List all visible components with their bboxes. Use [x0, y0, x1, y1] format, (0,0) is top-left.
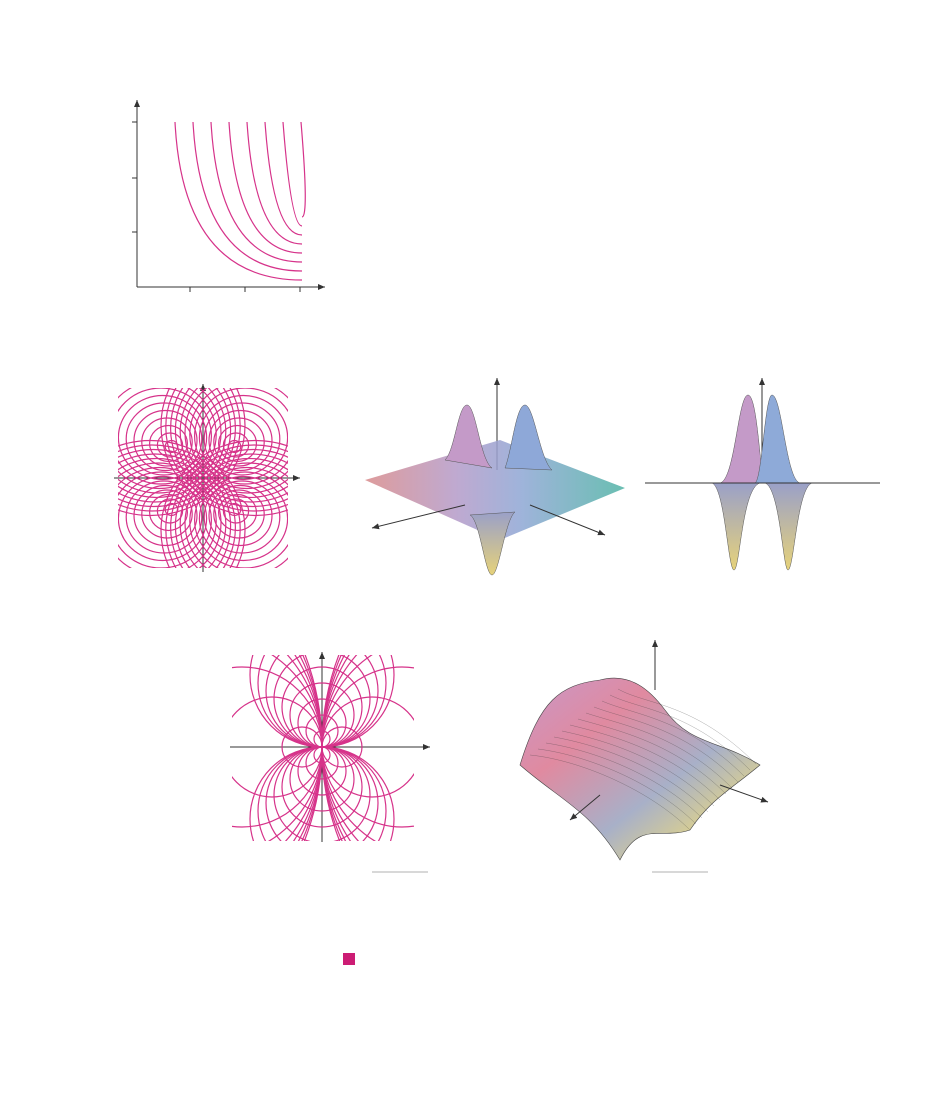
curve — [184, 388, 288, 494]
curve — [601, 700, 745, 777]
curve — [118, 388, 222, 494]
curve — [192, 121, 303, 272]
curve — [198, 394, 288, 481]
curve — [213, 417, 265, 467]
figure-surface-c — [519, 640, 769, 861]
curve — [160, 388, 288, 517]
curve — [300, 121, 306, 218]
curve — [118, 388, 232, 503]
curve — [118, 388, 212, 485]
curve — [118, 448, 236, 568]
curve — [118, 475, 208, 562]
curve — [553, 736, 709, 813]
figure-surface-b — [645, 378, 880, 571]
curve — [228, 121, 303, 254]
curve — [246, 121, 303, 245]
curve — [118, 388, 236, 508]
curve — [174, 453, 288, 568]
curve — [170, 448, 288, 568]
curve — [184, 462, 288, 568]
curve — [194, 471, 288, 568]
curve — [118, 466, 217, 568]
curve — [118, 388, 246, 517]
curve — [118, 394, 208, 481]
curve — [179, 457, 288, 568]
curve — [179, 388, 288, 499]
curve — [198, 475, 288, 562]
curve — [160, 439, 288, 568]
curve — [165, 444, 288, 568]
curve — [118, 388, 217, 490]
curve — [118, 471, 212, 568]
curve — [561, 730, 715, 807]
curve — [170, 388, 288, 508]
curve — [141, 417, 193, 467]
curve — [133, 484, 198, 547]
curve — [203, 480, 281, 554]
curve — [133, 409, 198, 472]
curve — [118, 388, 241, 512]
curve — [118, 439, 246, 568]
curve — [218, 424, 258, 463]
curve — [593, 706, 739, 783]
curve — [222, 498, 250, 524]
curve — [529, 754, 691, 831]
curve — [118, 444, 241, 568]
curve — [194, 388, 288, 485]
curve — [303, 655, 323, 841]
curve — [227, 502, 242, 517]
curve — [569, 724, 721, 801]
figure-level-curves — [132, 100, 325, 292]
end-marker — [343, 953, 355, 965]
curve — [609, 694, 751, 771]
curve — [189, 388, 288, 490]
curve — [264, 121, 303, 236]
curve — [537, 748, 697, 825]
curve — [118, 453, 232, 568]
curve — [174, 121, 303, 281]
curve — [208, 409, 273, 472]
curve — [577, 718, 727, 795]
curve — [118, 388, 227, 499]
curve — [218, 493, 258, 532]
curve — [156, 498, 184, 524]
curve — [141, 489, 193, 539]
curve — [545, 742, 703, 819]
curve — [118, 457, 227, 568]
curve — [118, 462, 222, 568]
curve — [213, 489, 265, 539]
curve — [208, 484, 273, 547]
curve — [203, 402, 281, 476]
figure-dipole-curves — [230, 652, 430, 842]
curve — [174, 388, 288, 503]
curve — [165, 388, 288, 512]
curve — [189, 466, 288, 568]
curve — [585, 712, 733, 789]
figure-surface-a — [365, 378, 625, 576]
curve — [210, 121, 303, 263]
curve — [282, 121, 303, 227]
figure-contour-quad — [114, 384, 300, 572]
curve — [617, 688, 757, 765]
